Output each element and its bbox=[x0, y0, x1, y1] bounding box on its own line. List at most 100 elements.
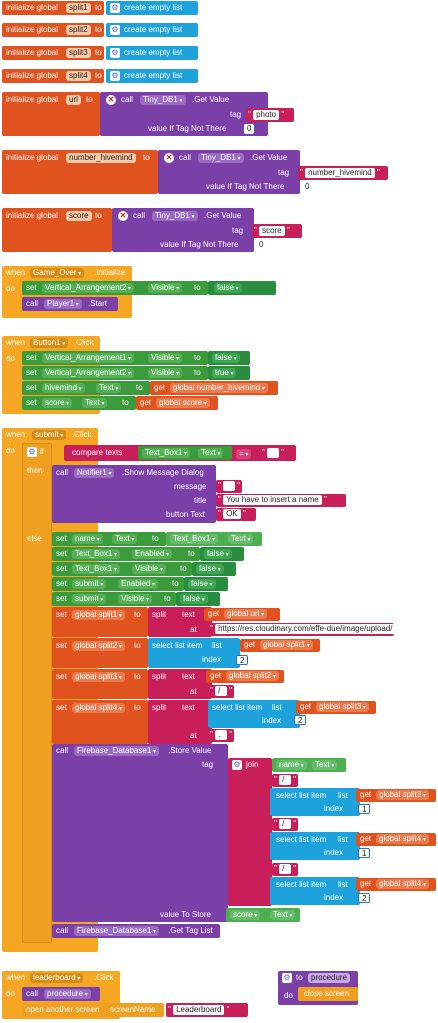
text-string-block[interactable]: " OK " bbox=[216, 508, 256, 521]
component-dropdown[interactable]: Notifier1 bbox=[74, 468, 115, 478]
var-name-field[interactable]: split4 bbox=[66, 71, 91, 81]
component-dropdown[interactable]: Tiny_DB1 bbox=[152, 211, 198, 221]
create-empty-list-block[interactable]: ⚙ create empty list bbox=[106, 69, 198, 83]
text-string-block[interactable]: " score " bbox=[252, 224, 302, 238]
init-score[interactable]: initialize global score to bbox=[2, 208, 112, 252]
variable-dropdown[interactable]: global split3 bbox=[376, 790, 429, 800]
property-dropdown[interactable]: Text bbox=[270, 910, 296, 920]
var-name-field[interactable]: url bbox=[66, 95, 81, 105]
logic-boolean-block[interactable]: false bbox=[200, 547, 244, 561]
component-dropdown[interactable]: Vertical_Arrangement1 bbox=[42, 353, 135, 363]
property-dropdown[interactable]: Visible bbox=[148, 353, 183, 363]
variable-dropdown[interactable]: global split2 bbox=[226, 671, 279, 681]
component-dropdown[interactable]: submit bbox=[72, 594, 107, 604]
gear-icon[interactable]: ⚙ bbox=[110, 25, 120, 35]
logic-boolean-block[interactable]: true bbox=[208, 366, 250, 380]
component-dropdown[interactable]: submit bbox=[72, 579, 107, 589]
split-text-block[interactable]: split text at bbox=[148, 700, 212, 744]
join-block[interactable]: ⚙ join bbox=[228, 758, 272, 906]
component-dropdown[interactable]: Text_Box1 bbox=[72, 549, 121, 559]
set-property-block[interactable]: set hivemind Text to bbox=[22, 381, 150, 395]
set-property-block[interactable]: set name Text to bbox=[52, 532, 166, 546]
procedure-name-field[interactable]: procedure bbox=[308, 973, 351, 983]
close-icon[interactable]: ✕ bbox=[118, 211, 128, 221]
text-value[interactable]: / bbox=[279, 864, 292, 874]
select-list-item-block[interactable]: select list item list index bbox=[208, 700, 300, 728]
component-dropdown[interactable]: Firebase_Database1 bbox=[74, 746, 159, 756]
property-dropdown[interactable]: Text bbox=[228, 534, 254, 544]
procedure-dropdown[interactable]: procedure bbox=[44, 989, 91, 999]
set-global-split3[interactable]: set global split3 to bbox=[52, 669, 148, 699]
boolean-dropdown[interactable]: false bbox=[214, 283, 242, 293]
variable-dropdown[interactable]: global split3 bbox=[72, 672, 125, 682]
variable-dropdown[interactable]: global split1 bbox=[260, 640, 313, 650]
get-variable-block[interactable]: get global number_hivemind bbox=[150, 381, 278, 395]
logic-boolean-block[interactable]: false bbox=[176, 592, 220, 606]
component-dropdown[interactable]: hivemind bbox=[42, 383, 85, 393]
boolean-dropdown[interactable]: false bbox=[204, 549, 232, 559]
player-start-call[interactable]: call Player1 .Start bbox=[22, 297, 118, 311]
text-string-block[interactable]: " / " bbox=[272, 818, 298, 831]
component-dropdown[interactable]: Tiny_DB1 bbox=[140, 95, 186, 105]
variable-dropdown[interactable]: global split4 bbox=[376, 834, 429, 844]
variable-dropdown[interactable]: global split2 bbox=[72, 641, 125, 651]
text-value[interactable]: . bbox=[215, 730, 228, 740]
property-dropdown[interactable]: Visible bbox=[148, 283, 183, 293]
init-number-hivemind[interactable]: initialize global number_hivemind to bbox=[2, 150, 158, 194]
init-split2[interactable]: initialize global split2 to bbox=[2, 23, 104, 37]
set-property-block[interactable]: set submit Enabled to bbox=[52, 577, 184, 591]
component-getter-block[interactable]: Text_Box1 Text bbox=[166, 532, 262, 546]
text-string-block[interactable]: " / " bbox=[272, 863, 298, 876]
text-string-block[interactable]: " number_hivemind " bbox=[298, 166, 388, 180]
component-dropdown[interactable]: Button1 bbox=[30, 338, 69, 348]
text-value[interactable] bbox=[223, 481, 236, 491]
get-variable-block[interactable]: get global split4 bbox=[356, 833, 436, 846]
get-variable-block[interactable]: get global split1 bbox=[240, 639, 320, 652]
text-value[interactable]: number_hivemind bbox=[305, 168, 375, 178]
gear-icon[interactable]: ⚙ bbox=[282, 973, 292, 983]
number-field[interactable]: 0 bbox=[256, 240, 267, 250]
text-string-block[interactable]: " photo " bbox=[246, 108, 294, 122]
component-dropdown[interactable]: score bbox=[230, 910, 261, 920]
property-dropdown[interactable]: Enabled bbox=[132, 549, 173, 559]
component-dropdown[interactable]: Vertical_Arrangement2 bbox=[42, 283, 135, 293]
close-icon[interactable]: ✕ bbox=[106, 95, 116, 105]
get-variable-block[interactable]: get global url bbox=[204, 608, 280, 621]
select-list-item-block[interactable]: select list item list index bbox=[148, 638, 240, 668]
var-name-field[interactable]: score bbox=[66, 211, 92, 221]
var-name-field[interactable]: split2 bbox=[66, 25, 91, 35]
create-empty-list-block[interactable]: ⚙ create empty list bbox=[106, 1, 198, 15]
boolean-dropdown[interactable]: true bbox=[212, 368, 237, 378]
component-dropdown[interactable]: Firebase_Database1 bbox=[74, 926, 159, 936]
var-name-field[interactable]: split1 bbox=[66, 3, 91, 13]
init-split4[interactable]: initialize global split4 to bbox=[2, 69, 104, 83]
call-procedure-block[interactable]: call procedure bbox=[22, 987, 100, 1001]
component-getter-block[interactable]: Text_Box1 Text bbox=[138, 446, 232, 460]
boolean-dropdown[interactable]: false bbox=[188, 579, 216, 589]
set-property-block[interactable]: set submit Visible to bbox=[52, 592, 176, 606]
text-value[interactable]: https://res.cloudinary.com/effe-due/imag… bbox=[215, 624, 396, 634]
property-dropdown[interactable]: Visible bbox=[118, 594, 153, 604]
text-string-block[interactable]: " Leaderboard " bbox=[166, 1003, 248, 1017]
gear-icon[interactable]: ⚙ bbox=[232, 760, 242, 770]
component-dropdown[interactable]: Player1 bbox=[44, 299, 82, 309]
firebase-get-tag-list-call[interactable]: call Firebase_Database1 .Get Tag List bbox=[52, 924, 220, 938]
property-dropdown[interactable]: Enabled bbox=[118, 579, 159, 589]
property-dropdown[interactable]: Text bbox=[96, 383, 122, 393]
text-value[interactable]: score bbox=[259, 226, 285, 236]
component-dropdown[interactable]: Text_Box1 bbox=[72, 564, 121, 574]
component-getter-block[interactable]: score Text bbox=[226, 908, 300, 922]
set-global-split4[interactable]: set global split4 to bbox=[52, 700, 148, 744]
operator-dropdown[interactable]: = bbox=[236, 449, 252, 459]
text-value[interactable]: Leaderboard bbox=[173, 1005, 225, 1015]
var-name-field[interactable]: number_hivemind bbox=[66, 153, 136, 163]
property-dropdown[interactable]: Text bbox=[82, 398, 108, 408]
set-global-split2[interactable]: set global split2 to bbox=[52, 638, 148, 668]
text-value[interactable]: / bbox=[279, 819, 292, 829]
component-dropdown[interactable]: name bbox=[72, 534, 103, 544]
tinydb-getvalue-call[interactable]: ✕ call Tiny_DB1 .Get Value tag value If … bbox=[100, 92, 268, 136]
text-string-block[interactable]: " / " bbox=[208, 685, 234, 698]
component-getter-block[interactable]: name Text bbox=[272, 758, 346, 772]
variable-dropdown[interactable]: global split4 bbox=[376, 879, 429, 889]
logic-boolean-block[interactable]: false bbox=[208, 351, 250, 365]
